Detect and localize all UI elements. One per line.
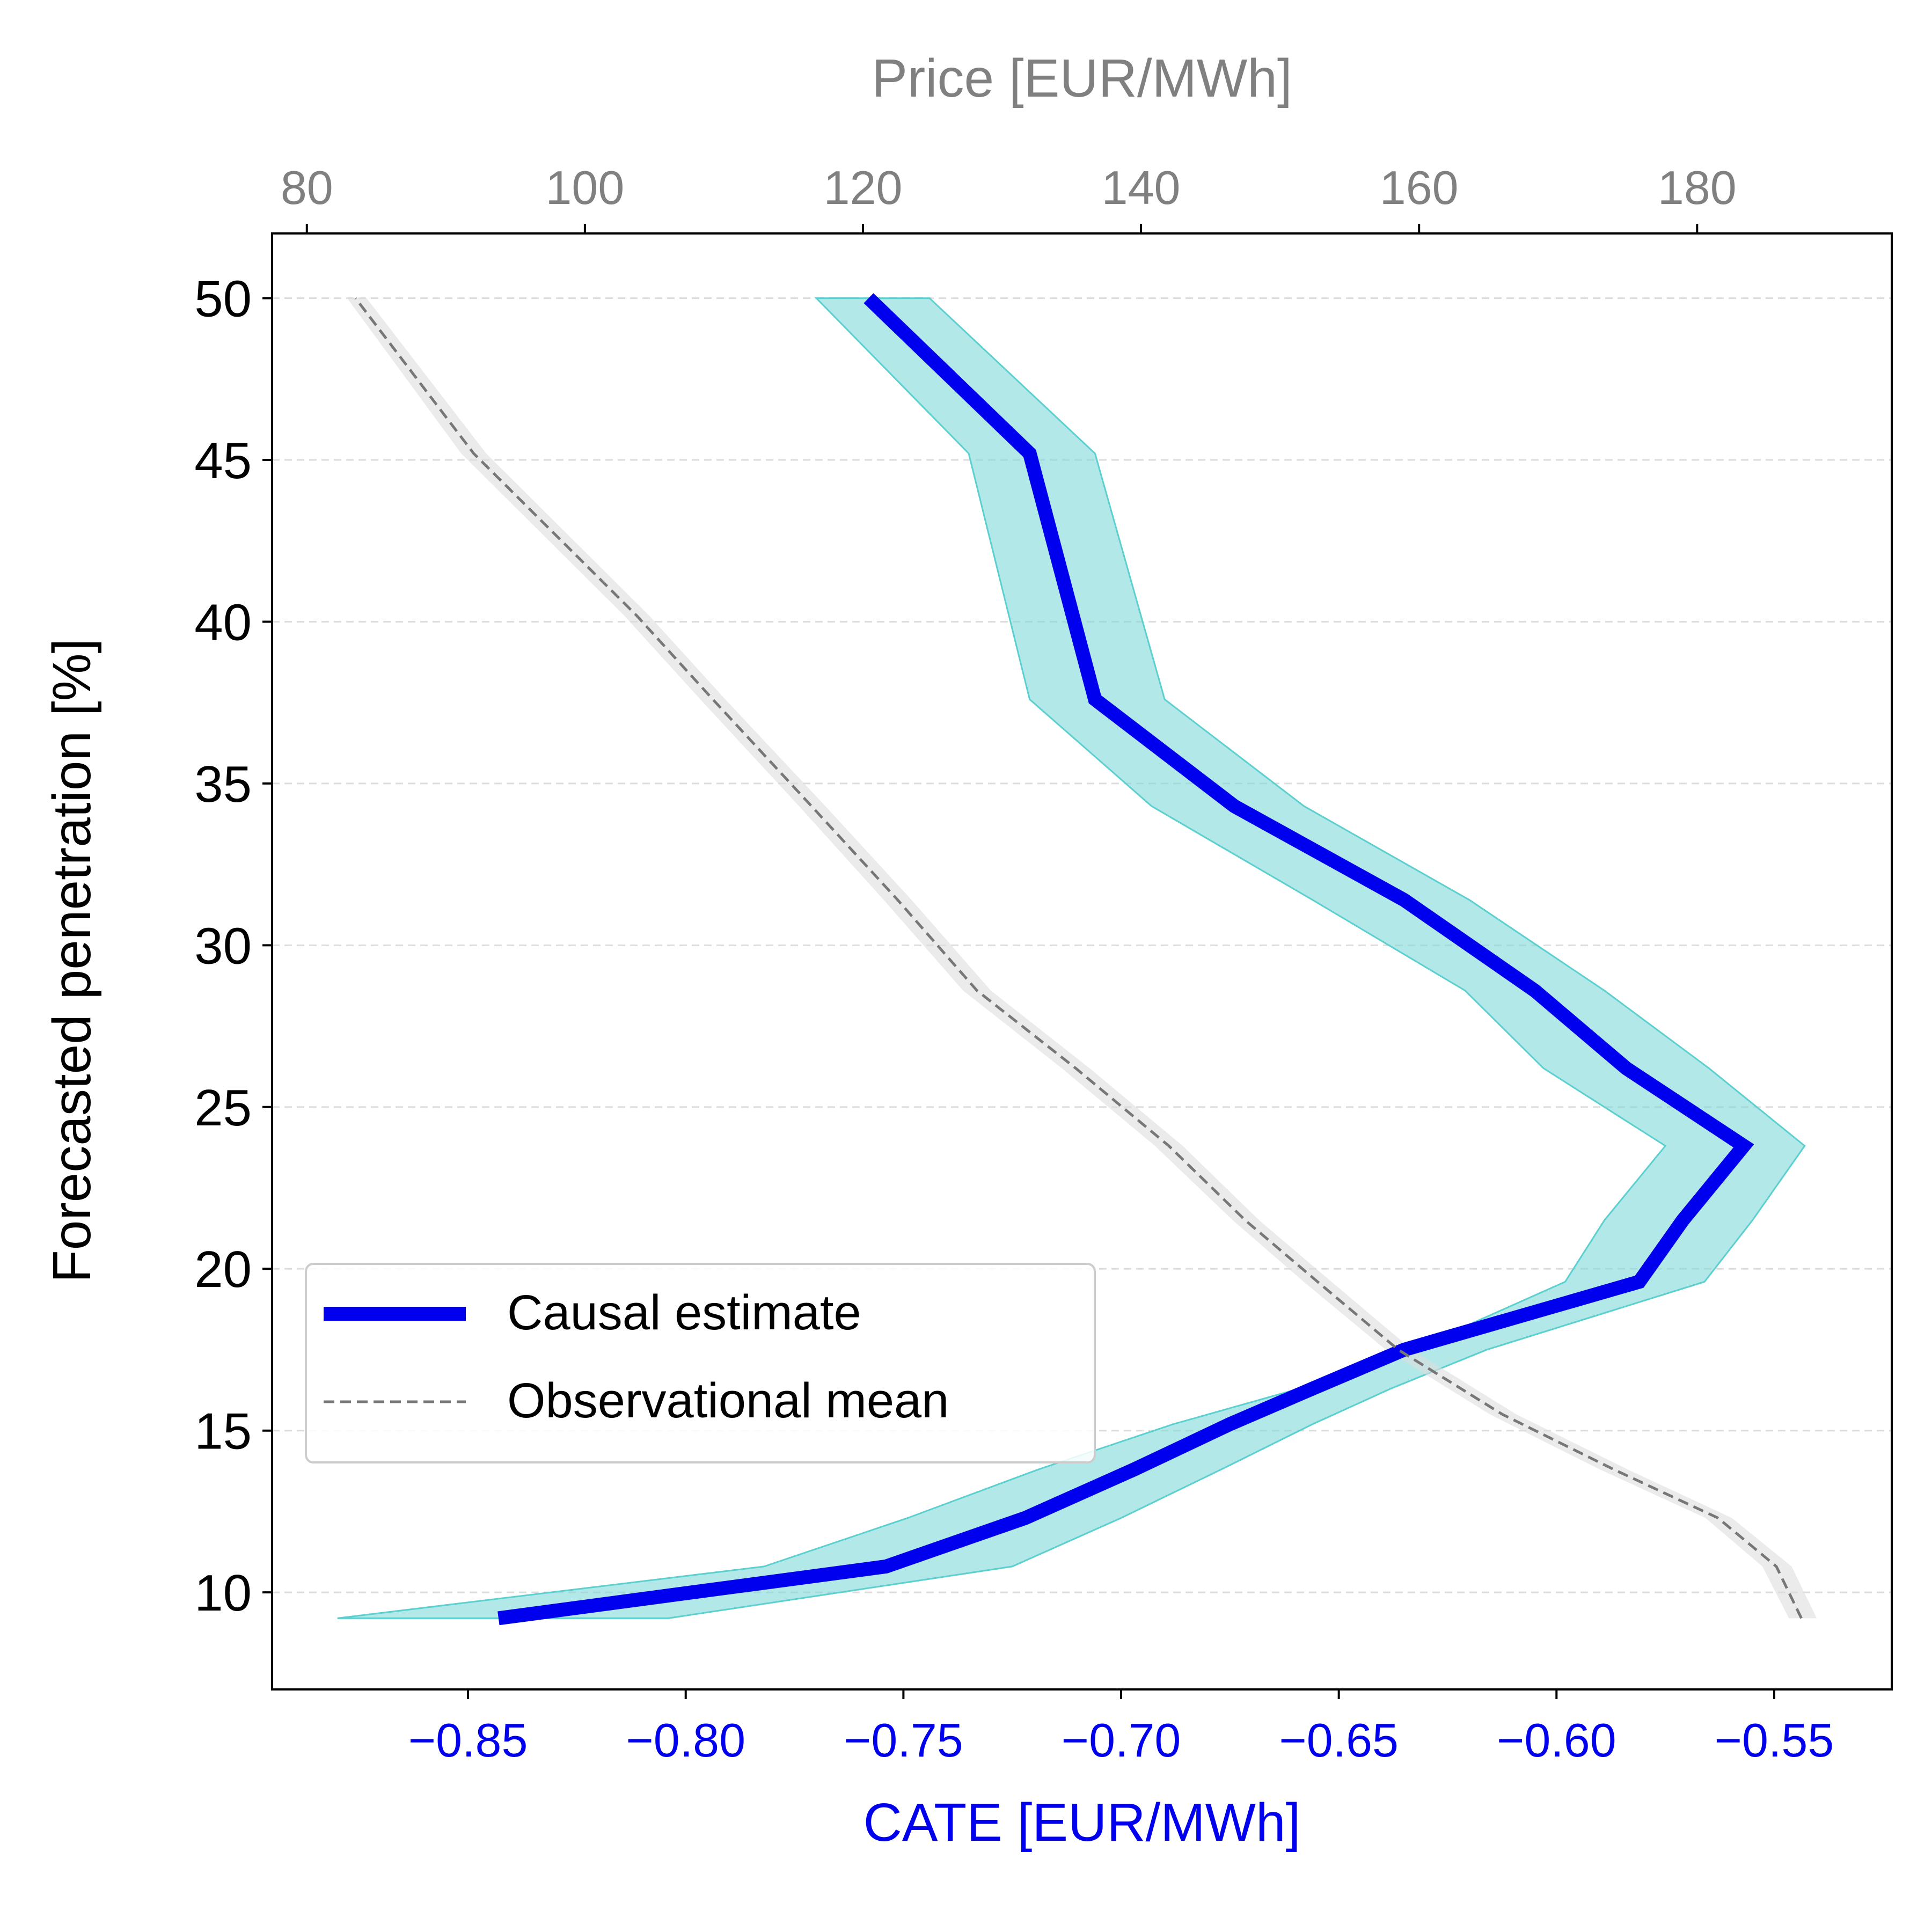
- y-tick-label-10: 10: [194, 1564, 252, 1622]
- y-tick-label-40: 40: [194, 594, 252, 651]
- y-tick-label-35: 35: [194, 756, 252, 813]
- y-tick-label-15: 15: [194, 1403, 252, 1460]
- y-tick-label-45: 45: [194, 432, 252, 489]
- line-layer: [354, 293, 1803, 1626]
- legend-label-observational: Observational mean: [507, 1373, 949, 1428]
- x-bottom-tick-label-1: −0.80: [626, 1714, 745, 1767]
- x-bottom-tick-label-3: −0.70: [1062, 1714, 1181, 1767]
- y-tick-label-25: 25: [194, 1079, 252, 1137]
- legend: Causal estimate Observational mean: [305, 1263, 1096, 1463]
- x-top-tick-label-120: 120: [824, 161, 903, 214]
- x-bottom-tick-label-6: −0.55: [1715, 1714, 1834, 1767]
- x-top-tick-label-100: 100: [545, 161, 624, 214]
- y-tick-label-50: 50: [194, 270, 252, 328]
- y-axis-label: Forecasted penetration [%]: [42, 639, 102, 1283]
- line-causal: [497, 293, 1754, 1626]
- x-top-tick-label-80: 80: [281, 161, 333, 214]
- x-axis-bottom-label: CATE [EUR/MWh]: [863, 1792, 1301, 1853]
- legend-label-causal: Causal estimate: [507, 1285, 861, 1340]
- x-bottom-tick-label-5: −0.60: [1497, 1714, 1616, 1767]
- plot-frame: [271, 232, 1893, 1690]
- legend-box: [305, 1263, 1096, 1463]
- x-axis-top-label: Price [EUR/MWh]: [872, 48, 1292, 108]
- x-top-tick-label-160: 160: [1380, 161, 1459, 214]
- y-tick-label-20: 20: [194, 1241, 252, 1298]
- tick-layer: 10 15 20 25 30 35 40 45 50 −0.85 −0.80 −0.75 −0.70 −0…: [194, 161, 1834, 1767]
- x-bottom-tick-label-0: −0.85: [408, 1714, 528, 1767]
- line-observational: [354, 297, 1803, 1619]
- y-tick-label-30: 30: [194, 917, 252, 975]
- x-top-tick-label-140: 140: [1102, 161, 1181, 214]
- x-bottom-tick-label-4: −0.65: [1279, 1714, 1399, 1767]
- x-bottom-tick-label-2: −0.75: [844, 1714, 963, 1767]
- x-top-tick-label-180: 180: [1658, 161, 1737, 214]
